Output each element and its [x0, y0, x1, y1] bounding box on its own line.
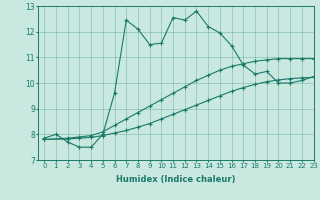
X-axis label: Humidex (Indice chaleur): Humidex (Indice chaleur) [116, 175, 236, 184]
